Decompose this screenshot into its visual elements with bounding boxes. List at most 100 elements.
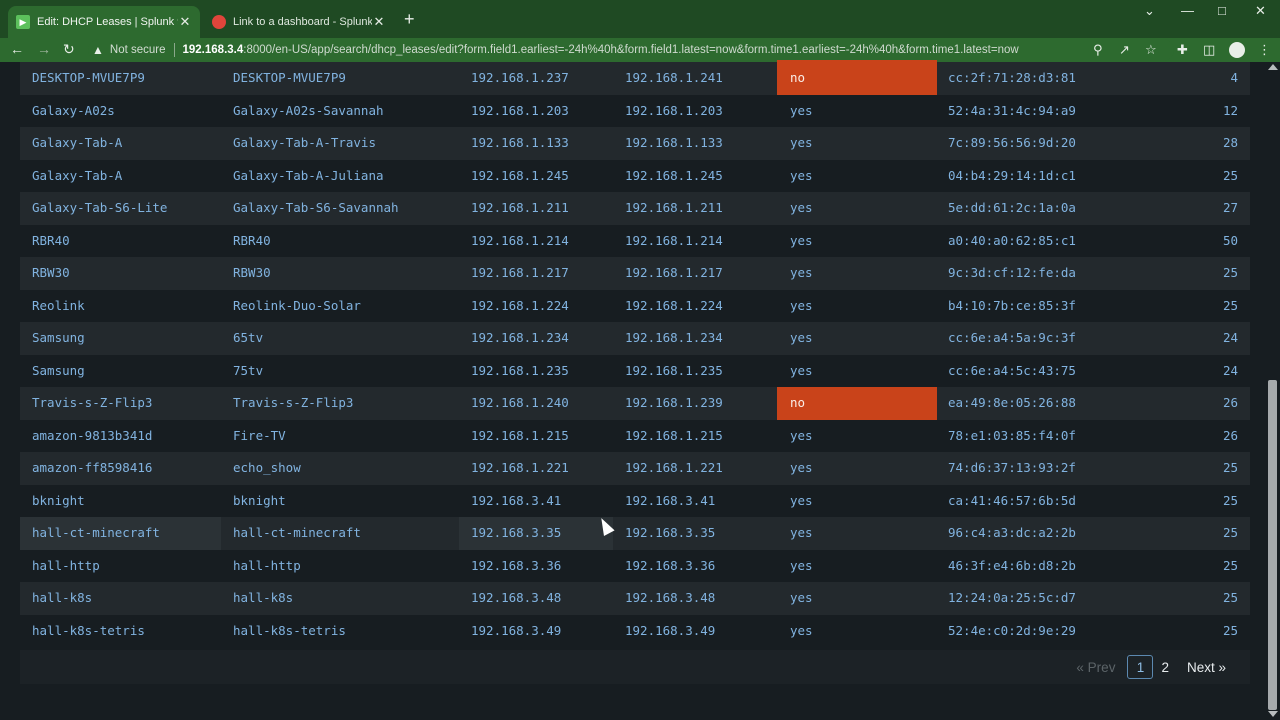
cell-hostname[interactable]: Samsung [32,330,85,345]
cell-ip-address[interactable]: 192.168.3.48 [471,590,562,605]
cell-ip-address-current[interactable]: 192.168.3.41 [625,492,716,508]
table-row[interactable]: bknight bknight 192.168.3.41 192.168.3.41 ye… [20,484,1250,517]
cell-count[interactable]: 25 [1222,167,1238,183]
cell-hostname[interactable]: Galaxy-Tab-A [32,167,123,183]
cell-status[interactable]: yes [790,297,813,313]
cell-status[interactable]: yes [790,265,813,280]
cell-device-name[interactable]: hall-k8s [233,590,294,605]
cell-mac-address[interactable]: 52:4a:31:4c:94:a9 [948,102,1076,118]
tab-splunk-docs[interactable]: Link to a dashboard - Splunk Do ✕ [204,6,394,38]
cell-count[interactable]: 25 [1222,265,1238,280]
cell-count[interactable]: 28 [1222,135,1238,150]
cell-ip-address-current[interactable]: 192.168.3.36 [625,557,716,573]
cell-ip-address[interactable]: 192.168.1.133 [471,135,569,150]
cell-device-name[interactable]: hall-k8s-tetris [233,622,346,638]
cell-device-name[interactable]: RBW30 [233,265,271,280]
cell-ip-address-current[interactable]: 192.168.1.203 [625,102,723,118]
cell-ip-address[interactable]: 192.168.1.221 [471,460,569,475]
tab-search-icon[interactable]: ⌄ [1144,3,1155,18]
cell-status[interactable]: yes [790,362,813,378]
cell-mac-address[interactable]: 78:e1:03:85:f4:0f [948,427,1076,443]
cell-device-name[interactable]: Travis-s-Z-Flip3 [233,395,354,410]
cell-device-name[interactable]: 65tv [233,330,264,345]
cell-status[interactable]: yes [790,232,813,248]
cell-count[interactable]: 50 [1222,232,1238,248]
cell-count[interactable]: 25 [1222,557,1238,573]
cell-ip-address[interactable]: 192.168.1.224 [471,297,569,313]
table-row[interactable]: Travis-s-Z-Flip3 Travis-s-Z-Flip3 192.168.… [20,387,1250,420]
cell-hostname[interactable]: RBW30 [32,265,70,280]
cell-status[interactable]: yes [790,492,813,508]
cell-ip-address-current[interactable]: 192.168.1.239 [625,395,723,410]
forward-icon[interactable]: → [37,41,51,57]
cell-ip-address[interactable]: 192.168.1.237 [471,69,569,85]
cell-count[interactable]: 25 [1222,590,1238,605]
cell-ip-address-current[interactable]: 192.168.3.35 [625,525,716,540]
cell-status[interactable]: yes [790,460,813,475]
prev-page-button[interactable]: « Prev [1076,659,1116,675]
cell-ip-address-current[interactable]: 192.168.1.133 [625,135,723,150]
cell-count[interactable]: 26 [1222,427,1238,443]
cell-ip-address-current[interactable]: 192.168.1.217 [625,265,723,280]
cell-status[interactable]: yes [790,557,813,573]
cell-hostname[interactable]: amazon-9813b341d [32,427,153,443]
cell-hostname[interactable]: RBR40 [32,232,70,248]
cell-device-name[interactable]: Galaxy-Tab-A-Juliana [233,167,384,183]
table-row[interactable]: Galaxy-Tab-A Galaxy-Tab-A-Travis 192.168.1… [20,127,1250,160]
table-row[interactable]: Samsung 65tv 192.168.1.234 192.168.1.234 yes… [20,322,1250,355]
cell-ip-address[interactable]: 192.168.1.214 [471,232,569,248]
reload-icon[interactable]: ↻ [63,41,75,57]
cell-hostname[interactable]: bknight [32,492,85,508]
cell-count[interactable]: 24 [1222,362,1238,378]
cell-device-name[interactable]: Galaxy-A02s-Savannah [233,102,384,118]
tab-splunk-edit[interactable]: ▶ Edit: DHCP Leases | Splunk 9.0.3 ✕ [8,6,200,38]
cell-count[interactable]: 4 [1230,69,1238,85]
cell-count[interactable]: 27 [1222,200,1238,215]
cell-device-name[interactable]: bknight [233,492,286,508]
cell-device-name[interactable]: hall-ct-minecraft [233,525,361,540]
cell-status[interactable]: yes [790,622,813,638]
cell-mac-address[interactable]: 96:c4:a3:dc:a2:2b [948,525,1076,540]
cell-count[interactable]: 25 [1222,525,1238,540]
table-row[interactable]: Samsung 75tv 192.168.1.235 192.168.1.235 yes… [20,354,1250,387]
cell-ip-address[interactable]: 192.168.1.215 [471,427,569,443]
cell-ip-address[interactable]: 192.168.1.235 [471,362,569,378]
scroll-up-icon[interactable] [1268,64,1278,70]
cell-device-name[interactable]: Galaxy-Tab-A-Travis [233,135,376,150]
cell-device-name[interactable]: DESKTOP-MVUE7P9 [233,69,346,85]
cell-status[interactable]: yes [790,590,813,605]
close-icon[interactable]: ✕ [179,14,191,29]
bookmark-star-icon[interactable]: ☆ [1145,42,1157,57]
cell-mac-address[interactable]: 9c:3d:cf:12:fe:da [948,265,1076,280]
cell-hostname[interactable]: hall-http [32,557,100,573]
cell-hostname[interactable]: DESKTOP-MVUE7P9 [32,69,145,85]
cell-mac-address[interactable]: a0:40:a0:62:85:c1 [948,232,1076,248]
cell-ip-address[interactable]: 192.168.1.203 [471,102,569,118]
share-icon[interactable]: ↗ [1119,42,1130,57]
cell-count[interactable]: 25 [1222,460,1238,475]
next-page-button[interactable]: Next » [1186,659,1226,675]
cell-count[interactable]: 26 [1222,395,1238,410]
table-row[interactable]: Galaxy-A02s Galaxy-A02s-Savannah 192.168.1… [20,94,1250,127]
cell-count[interactable]: 12 [1222,102,1238,118]
cell-ip-address[interactable]: 192.168.3.49 [471,622,562,638]
cell-ip-address[interactable]: 192.168.3.41 [471,492,562,508]
maximize-icon[interactable]: □ [1218,3,1226,18]
page-2-button[interactable]: 2 [1161,659,1169,675]
cell-hostname[interactable]: Samsung [32,362,85,378]
cell-device-name[interactable]: hall-http [233,557,301,573]
cell-mac-address[interactable]: 46:3f:e4:6b:d8:2b [948,557,1076,573]
cell-hostname[interactable]: Galaxy-Tab-S6-Lite [32,200,168,215]
cell-ip-address-current[interactable]: 192.168.1.245 [625,167,723,183]
cell-ip-address[interactable]: 192.168.3.36 [471,557,562,573]
cell-status[interactable]: yes [790,525,813,540]
cell-device-name[interactable]: Reolink-Duo-Solar [233,297,361,313]
cell-count[interactable]: 24 [1222,330,1238,345]
cell-hostname[interactable]: Galaxy-Tab-A [32,135,123,150]
cell-ip-address[interactable]: 192.168.1.234 [471,330,569,345]
cell-status[interactable]: yes [790,427,813,443]
cell-mac-address[interactable]: 52:4e:c0:2d:9e:29 [948,622,1076,638]
table-row[interactable]: hall-k8s-tetris hall-k8s-tetris 192.168.3.… [20,614,1250,647]
cell-status[interactable]: yes [790,330,813,345]
cell-ip-address-current[interactable]: 192.168.1.221 [625,460,723,475]
